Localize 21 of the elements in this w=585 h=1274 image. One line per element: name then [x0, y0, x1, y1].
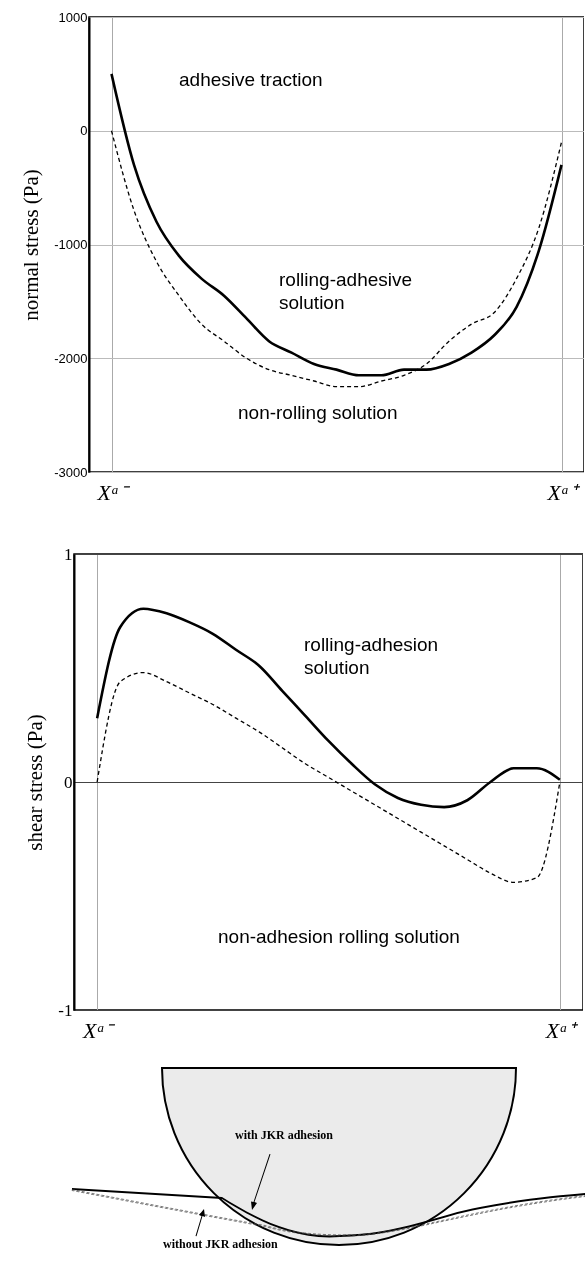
annotation: adhesive traction	[179, 69, 323, 90]
annotation: non-adhesion rolling solution	[218, 926, 460, 947]
y-tick-label: 1000	[58, 9, 88, 25]
x-tick-label: Xᵃ⁻	[96, 479, 131, 505]
text: without JKR adhesion	[163, 1237, 278, 1252]
y-tick-label: 1	[64, 544, 73, 564]
y-tick-label: -1000	[54, 237, 88, 252]
text: with JKR adhesion	[235, 1128, 334, 1143]
x-tick-label: Xᵃ⁺	[546, 479, 581, 505]
y-tick-label: -2000	[54, 350, 88, 366]
x-tick-label: Xᵃ⁺	[544, 1017, 579, 1043]
annotation: rolling-adhesive solution	[279, 269, 413, 313]
y-axis-title: normal stress (Pa)	[19, 169, 44, 321]
y-tick-label: 0	[80, 123, 88, 139]
y-tick-label: -1	[58, 1000, 73, 1020]
annotation: non-rolling solution	[238, 402, 398, 423]
y-axis-title: shear stress (Pa)	[23, 714, 48, 851]
y-tick-label: 0	[64, 772, 73, 792]
y-tick-label: -3000	[54, 464, 88, 480]
annotation: rolling-adhesion solution	[304, 634, 439, 678]
x-tick-label: Xᵃ⁻	[82, 1017, 117, 1043]
